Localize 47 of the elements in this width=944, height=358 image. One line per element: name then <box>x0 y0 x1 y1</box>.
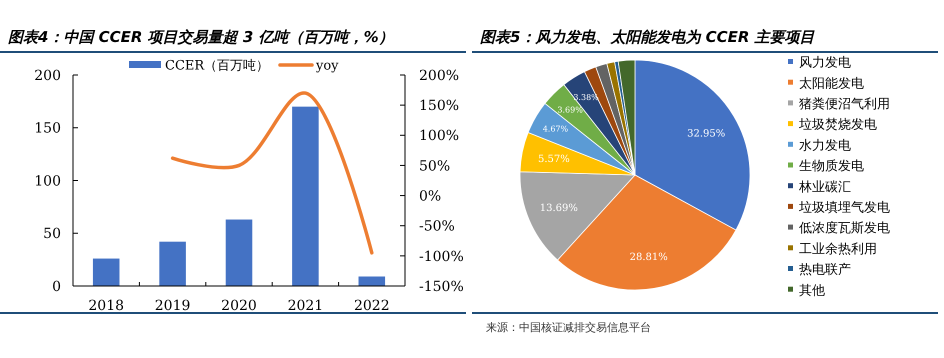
line-series <box>170 91 374 255</box>
x-tick-label: 2021 <box>288 298 324 314</box>
legend-label: 工业余热利用 <box>799 242 877 257</box>
bar <box>292 106 319 286</box>
y2-tick-label: 50% <box>419 158 450 174</box>
bar <box>159 242 186 286</box>
legend-label: yoy <box>315 58 340 74</box>
legend-label: 生物质发电 <box>799 159 864 174</box>
legend-label: 猪粪便沼气利用 <box>799 96 890 112</box>
data-label: 3.69% <box>557 106 584 115</box>
y2-tick-label: 150% <box>419 98 460 114</box>
chart-title: 图表5：风力发电、太阳能发电为 CCER 主要项目 <box>480 28 816 46</box>
y2-tick-label: 100% <box>419 128 460 144</box>
legend-label: 水力发电 <box>799 138 851 154</box>
legend-label: 林业碳汇 <box>798 180 851 195</box>
bar <box>226 220 252 286</box>
y2-tick-label: 200% <box>419 68 460 84</box>
legend-label: 其他 <box>799 283 825 298</box>
x-tick-label: 2019 <box>154 298 190 314</box>
y-tick-label: 150 <box>34 120 61 137</box>
y2-tick-label: -100% <box>419 248 464 265</box>
legend-label: 低浓度瓦斯发电 <box>799 220 890 236</box>
data-label: 32.95% <box>687 128 726 140</box>
x-tick-label: 2022 <box>354 298 390 314</box>
legend-label: 太阳能发电 <box>799 76 864 92</box>
chart-title: 图表4：中国 CCER 项目交易量超 3 亿吨（百万吨，%） <box>8 28 394 46</box>
legend-label: 垃圾填埋气发电 <box>798 200 890 216</box>
x-tick-label: 2018 <box>88 298 124 314</box>
source-note: 来源：中国核证减排交易信息平台 <box>486 321 651 334</box>
y-tick-label: 100 <box>34 173 61 190</box>
legend-label: 风力发电 <box>799 56 851 71</box>
legend-label: 垃圾焚烧发电 <box>798 118 877 133</box>
y-tick-label: 50 <box>43 226 61 242</box>
bar <box>92 258 120 286</box>
legend-label: 热电联产 <box>799 262 851 278</box>
data-label: 4.67% <box>542 124 568 134</box>
y2-tick-label: -50% <box>419 218 455 235</box>
y2-tick-label: 0% <box>419 188 442 204</box>
x-tick-label: 2020 <box>221 298 257 314</box>
y2-tick-label: -150% <box>419 278 464 295</box>
data-label: 28.81% <box>630 252 668 264</box>
legend-label: CCER（百万吨） <box>165 58 270 74</box>
data-label: 13.69% <box>540 202 578 214</box>
y-tick-label: 200 <box>34 68 61 84</box>
bar <box>358 276 386 286</box>
data-label: 5.57% <box>538 154 570 165</box>
y-tick-label: 0 <box>52 278 61 295</box>
